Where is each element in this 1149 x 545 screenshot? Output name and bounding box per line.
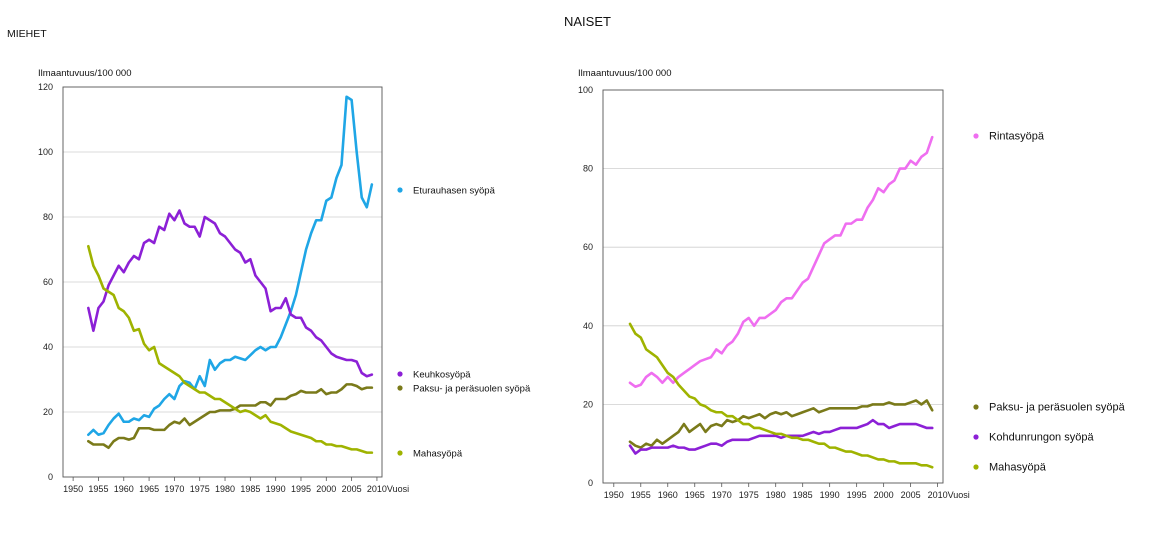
x-tick-label: 2005 (342, 484, 362, 494)
x-tick-label: 1975 (190, 484, 210, 494)
plot-frame (602, 89, 944, 484)
y-tick-label: 80 (583, 164, 593, 174)
series-line (628, 399, 934, 449)
legend-label: Paksu- ja peräsuolen syöpä (989, 402, 1126, 414)
x-tick-label: 1985 (793, 490, 813, 500)
x-axis-label: Vuosi (387, 484, 409, 494)
y-tick-label: 60 (583, 242, 593, 252)
y-tick-label: 20 (583, 399, 593, 409)
legend-label: Mahasyöpä (989, 462, 1047, 474)
series-line (628, 418, 934, 455)
x-tick-label: 2000 (316, 484, 336, 494)
x-tick-label: 1950 (604, 490, 624, 500)
legend-marker (397, 187, 403, 193)
chart-naiset: NAISET Ilmaantuvuus/100 000 0 20 40 60 80 100 19… (564, 14, 1126, 500)
y-axis-label: Ilmaantuvuus/100 000 (38, 68, 131, 79)
y-tick-label: 100 (578, 85, 593, 95)
legend-label: Keuhkosyöpä (413, 370, 471, 381)
plot-frame (62, 86, 383, 478)
x-tick-label: 1960 (658, 490, 678, 500)
legend-marker (973, 464, 979, 470)
x-tick-label: 2005 (901, 490, 921, 500)
x-tick-label: 1965 (685, 490, 705, 500)
y-axis-label: Ilmaantuvuus/100 000 (578, 68, 671, 79)
x-tick-label: 1965 (139, 484, 159, 494)
y-tick-label: 100 (38, 147, 53, 157)
series-line (87, 383, 374, 450)
x-tick-label: 2010 (928, 490, 948, 500)
y-tick-label: 60 (43, 277, 53, 287)
chart-title: NAISET (564, 14, 611, 29)
legend-marker (397, 385, 403, 391)
legend-label: Rintasyöpä (989, 131, 1045, 143)
x-axis-label: Vuosi (948, 490, 970, 500)
x-tick-label: 1995 (291, 484, 311, 494)
x-tick-label: 1995 (847, 490, 867, 500)
x-tick-label: 1970 (164, 484, 184, 494)
chart-title: MIEHET (7, 28, 47, 40)
x-tick-label: 1985 (240, 484, 260, 494)
legend-marker (397, 371, 403, 377)
x-tick-label: 1950 (63, 484, 83, 494)
x-tick-label: 1990 (820, 490, 840, 500)
y-tick-label: 120 (38, 82, 53, 92)
y-tick-label: 0 (588, 478, 593, 488)
y-tick-label: 0 (48, 472, 53, 482)
series-line (87, 209, 374, 378)
legend-label: Paksu- ja peräsuolen syöpä (413, 384, 531, 395)
x-tick-label: 2010 (367, 484, 387, 494)
legend-marker (973, 404, 979, 410)
x-tick-label: 2000 (874, 490, 894, 500)
y-tick-label: 20 (43, 407, 53, 417)
legend-marker (397, 450, 403, 456)
x-tick-label: 1980 (215, 484, 235, 494)
legend-label: Kohdunrungon syöpä (989, 432, 1094, 444)
chart-miehet: MIEHET Ilmaantuvuus/100 000 0 20 40 60 80 100 12… (7, 28, 531, 494)
series-line (87, 95, 374, 437)
y-tick-label: 40 (43, 342, 53, 352)
x-tick-label: 1975 (739, 490, 759, 500)
series-line (628, 322, 934, 469)
x-tick-label: 1955 (88, 484, 108, 494)
y-tick-label: 80 (43, 212, 53, 222)
series-line (628, 135, 934, 389)
x-tick-label: 1970 (712, 490, 732, 500)
x-tick-label: 1955 (631, 490, 651, 500)
x-tick-label: 1960 (114, 484, 134, 494)
x-tick-label: 1980 (766, 490, 786, 500)
legend-label: Eturauhasen syöpä (413, 186, 496, 197)
legend-marker (973, 133, 979, 139)
legend-label: Mahasyöpä (413, 449, 463, 460)
series-line (87, 244, 374, 454)
y-tick-label: 40 (583, 321, 593, 331)
x-tick-label: 1990 (266, 484, 286, 494)
legend-marker (973, 434, 979, 440)
